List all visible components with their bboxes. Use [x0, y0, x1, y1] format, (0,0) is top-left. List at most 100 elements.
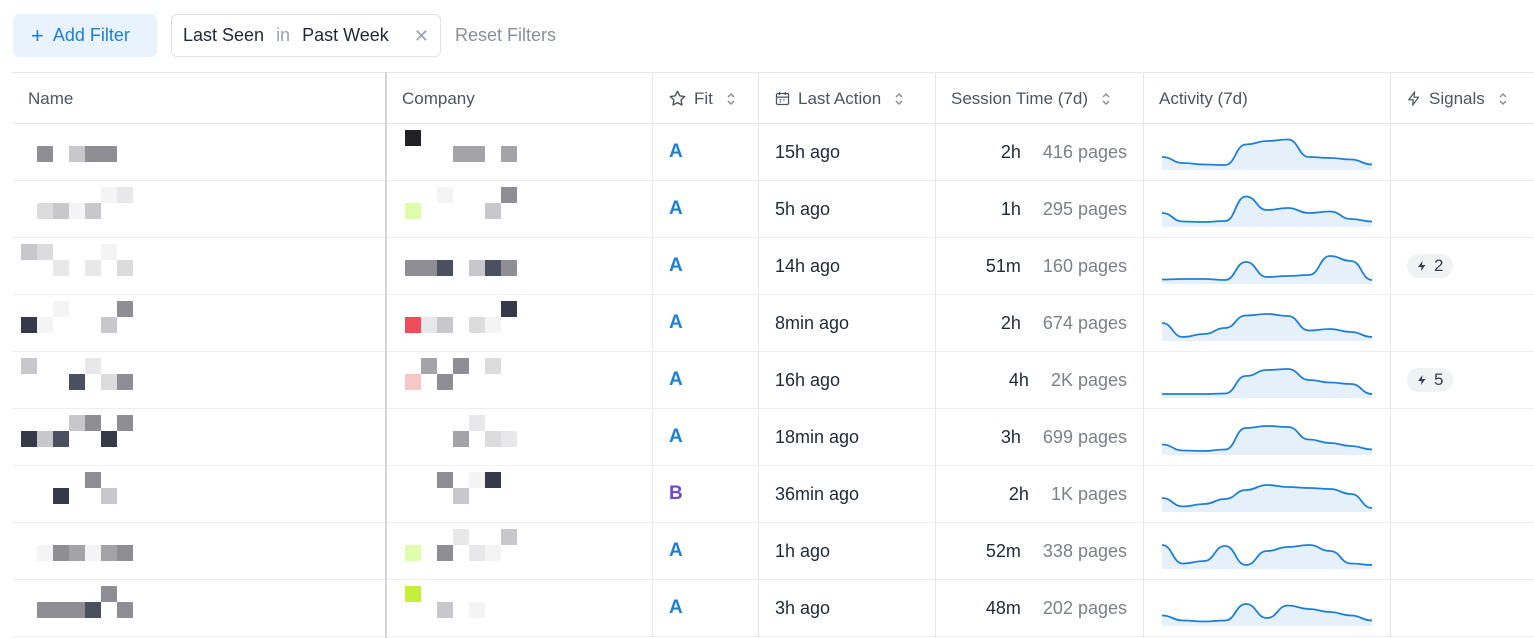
signals-cell: [1407, 523, 1527, 579]
last-action-cell: 5h ago: [775, 198, 831, 219]
redacted-pixel: [421, 358, 437, 374]
redacted-pixel: [485, 317, 501, 333]
column-header-last-action[interactable]: Last Action: [758, 73, 935, 124]
name-cell[interactable]: [12, 580, 385, 636]
fit-cell: A: [669, 295, 749, 351]
redacted-pixel: [117, 301, 133, 317]
lightning-icon: [1408, 91, 1420, 106]
name-cell[interactable]: [12, 409, 385, 465]
company-cell[interactable]: [386, 466, 652, 522]
column-header-fit[interactable]: Fit: [652, 73, 758, 124]
column-label: Activity (7d): [1159, 88, 1248, 108]
signals-badge[interactable]: 2: [1407, 254, 1454, 278]
activity-cell: [1162, 580, 1372, 636]
redacted-pixel: [101, 244, 117, 260]
signals-badge[interactable]: 5: [1407, 368, 1454, 392]
table-row[interactable]: A 8min ago 2h 674 pages: [12, 295, 1534, 352]
table-row[interactable]: A 16h ago 4h 2K pages 5: [12, 352, 1534, 409]
activity-cell: [1162, 295, 1372, 351]
redacted-pixel: [469, 146, 485, 162]
column-header-activity[interactable]: Activity (7d): [1143, 73, 1390, 124]
filter-value: Past Week: [302, 25, 389, 45]
table-row[interactable]: A 5h ago 1h 295 pages: [12, 181, 1534, 238]
sort-icon[interactable]: [1498, 92, 1508, 106]
sparkline-line: [1162, 603, 1372, 623]
company-cell[interactable]: [386, 238, 652, 294]
sparkline-line: [1162, 138, 1372, 166]
company-cell[interactable]: [386, 409, 652, 465]
signals-cell: [1407, 295, 1527, 351]
table-row[interactable]: B 36min ago 2h 1K pages: [12, 466, 1534, 523]
redacted-pixel: [101, 374, 117, 390]
column-divider[interactable]: [385, 72, 387, 638]
redacted-pixel: [37, 317, 53, 333]
table-row[interactable]: A 3h ago 48m 202 pages: [12, 580, 1534, 637]
session-time-cell: 4h 2K pages: [935, 352, 1127, 408]
filter-toolbar: + Add Filter Last Seen in Past Week ✕ Re…: [0, 0, 1534, 72]
name-cell[interactable]: [12, 466, 385, 522]
table-row[interactable]: A 15h ago 2h 416 pages: [12, 124, 1534, 181]
last-action-cell: 3h ago: [775, 597, 831, 618]
last-action-cell: 14h ago: [775, 255, 841, 276]
redacted-pixel: [501, 146, 517, 162]
sort-icon[interactable]: [1101, 92, 1111, 106]
redacted-pixel: [37, 431, 53, 447]
redacted-pixel: [53, 488, 69, 504]
redacted-pixel: [69, 146, 85, 162]
sort-icon[interactable]: [894, 92, 904, 106]
table-row[interactable]: A 18min ago 3h 699 pages: [12, 409, 1534, 466]
reset-filters-button[interactable]: Reset Filters: [455, 25, 557, 45]
session-duration: 2h: [1008, 483, 1029, 504]
redacted-pixel: [117, 187, 133, 203]
redacted-pixel: [117, 415, 133, 431]
redacted-pixel: [405, 374, 421, 390]
table-row[interactable]: A 14h ago 51m 160 pages 2: [12, 238, 1534, 295]
session-duration: 52m: [985, 540, 1021, 561]
last-action-cell: 8min ago: [775, 312, 850, 333]
name-cell[interactable]: [12, 124, 385, 180]
fit-grade: A: [669, 426, 683, 447]
activity-sparkline: [1162, 368, 1372, 398]
redacted-pixel: [101, 586, 117, 602]
activity-cell: [1162, 181, 1372, 237]
fit-cell: A: [669, 181, 749, 237]
add-filter-button[interactable]: + Add Filter: [13, 14, 157, 57]
sparkline-area: [1162, 485, 1372, 512]
name-cell[interactable]: [12, 181, 385, 237]
redacted-pixel: [85, 602, 101, 618]
company-cell[interactable]: [386, 295, 652, 351]
company-cell[interactable]: [386, 523, 652, 579]
name-cell[interactable]: [12, 238, 385, 294]
activity-sparkline: [1162, 484, 1372, 512]
redacted-pixel: [69, 374, 85, 390]
activity-sparkline: [1162, 313, 1372, 341]
last-action-cell: 18min ago: [775, 426, 860, 447]
table-row[interactable]: A 1h ago 52m 338 pages: [12, 523, 1534, 580]
company-cell[interactable]: [386, 181, 652, 237]
redacted-pixel: [469, 415, 485, 431]
session-time-cell: 52m 338 pages: [935, 523, 1127, 579]
column-header-name[interactable]: Name: [12, 73, 386, 124]
add-filter-label: Add Filter: [52, 25, 130, 45]
name-cell[interactable]: [12, 295, 385, 351]
column-header-signals[interactable]: Signals: [1390, 73, 1534, 124]
company-cell[interactable]: [386, 352, 652, 408]
fit-cell: A: [669, 352, 749, 408]
sort-icon[interactable]: [726, 92, 736, 106]
active-filter-chip[interactable]: Last Seen in Past Week ✕: [171, 14, 441, 57]
fit-grade: A: [669, 312, 683, 333]
company-cell[interactable]: [386, 580, 652, 636]
redacted-pixel: [21, 244, 37, 260]
name-cell[interactable]: [12, 523, 385, 579]
redacted-pixel: [21, 358, 37, 374]
fit-grade: A: [669, 255, 683, 276]
column-header-company[interactable]: Company: [386, 73, 652, 124]
signals-cell: [1407, 181, 1527, 237]
column-header-session-time[interactable]: Session Time (7d): [935, 73, 1143, 124]
activity-cell: [1162, 238, 1372, 294]
redacted-pixel: [53, 203, 69, 219]
company-cell[interactable]: [386, 124, 652, 180]
name-cell[interactable]: [12, 352, 385, 408]
close-icon[interactable]: ✕: [413, 26, 429, 46]
redacted-pixel: [37, 203, 53, 219]
